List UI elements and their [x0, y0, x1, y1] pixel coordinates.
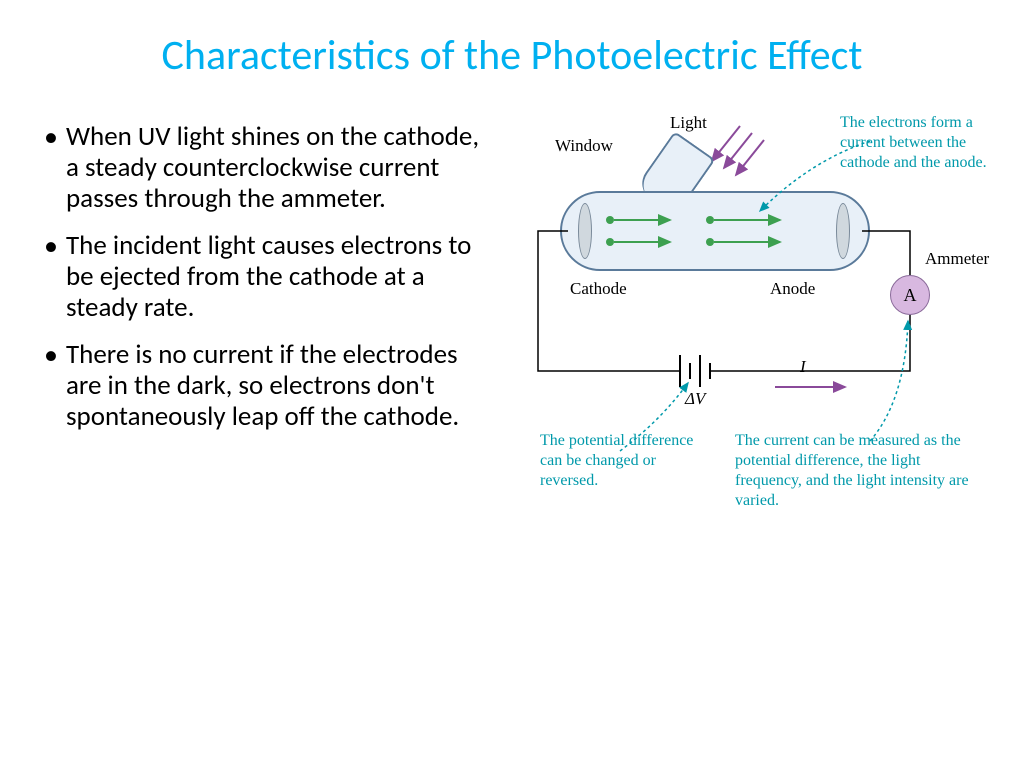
annotation-measured: The current can be measured as the poten…: [735, 431, 985, 511]
slide-container: Characteristics of the Photoelectric Eff…: [0, 0, 1024, 768]
label-deltav: ΔV: [685, 389, 705, 409]
label-anode: Anode: [770, 279, 815, 299]
content-row: When UV light shines on the cathode, a s…: [40, 121, 984, 561]
slide-title: Characteristics of the Photoelectric Eff…: [40, 30, 984, 81]
label-cathode: Cathode: [570, 279, 627, 299]
label-current: I: [800, 357, 806, 377]
label-ammeter: Ammeter: [925, 249, 989, 269]
circuit-diagram: A: [500, 121, 984, 561]
bullet-item: When UV light shines on the cathode, a s…: [40, 121, 480, 214]
annotation-electrons: The electrons form a current between the…: [840, 113, 1010, 173]
bullet-item: There is no current if the electrodes ar…: [40, 339, 480, 432]
label-window: Window: [555, 136, 613, 156]
bullet-list: When UV light shines on the cathode, a s…: [40, 121, 480, 561]
label-light: Light: [670, 113, 707, 133]
annotation-potential: The potential difference can be changed …: [540, 431, 700, 491]
bullet-item: The incident light causes electrons to b…: [40, 230, 480, 323]
